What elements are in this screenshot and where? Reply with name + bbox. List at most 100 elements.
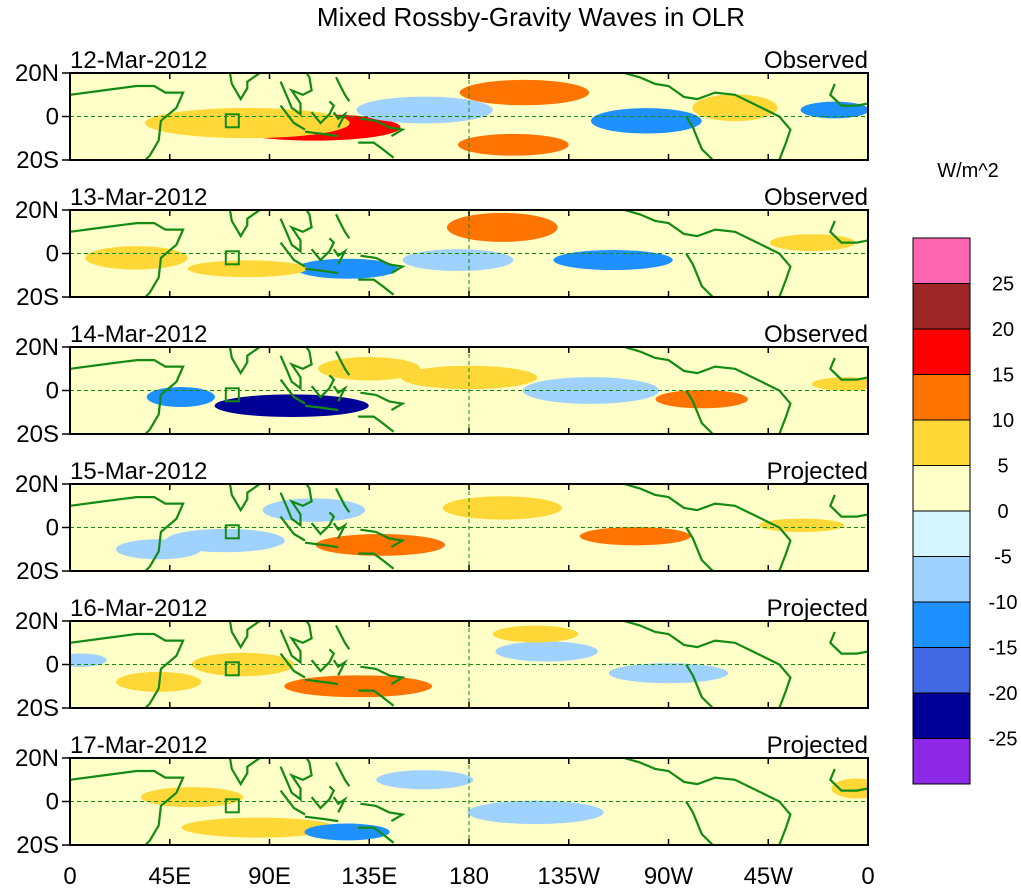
colorbar-label: -25: [989, 729, 1018, 751]
anomaly-contour: [145, 107, 350, 139]
coastline: [685, 115, 714, 160]
coastline: [828, 631, 868, 655]
panel-6: 20N 0 20S 17-Mar-2012 Projected: [15, 732, 869, 859]
y-tick-label: 20S: [16, 558, 59, 585]
coastline: [685, 663, 714, 708]
y-tick-label: 20N: [15, 334, 59, 361]
coastline: [310, 100, 336, 125]
coastlines: [70, 210, 868, 297]
coastline: [685, 526, 714, 571]
x-tick-label: 0: [63, 863, 76, 890]
colorbar-label: 5: [997, 456, 1008, 478]
anomaly-contour: [495, 641, 598, 662]
coastline: [623, 621, 792, 708]
coastline: [332, 111, 348, 128]
coastlines: [70, 484, 868, 571]
coastline: [623, 347, 792, 434]
coastline: [623, 758, 792, 845]
colorbar-swatch: [912, 738, 971, 785]
index-box: [224, 113, 240, 129]
y-tick-label: 0: [46, 789, 59, 816]
x-tick-label: 180: [449, 863, 489, 890]
colorbar-label: -10: [989, 592, 1018, 614]
coastline: [358, 278, 395, 296]
coastline: [70, 84, 185, 160]
anomaly-contour: [553, 250, 673, 271]
coastline: [279, 347, 313, 391]
coastline: [360, 117, 406, 138]
coastline: [335, 487, 351, 513]
anomaly-contour: [769, 234, 856, 252]
chart-title: Mixed Rossby-Gravity Waves in OLR: [317, 2, 745, 32]
anomaly-contour: [315, 534, 446, 556]
coastline: [310, 785, 336, 810]
coastline: [332, 522, 348, 539]
coastlines: [70, 758, 868, 845]
colorbar-swatch: [912, 556, 971, 603]
coastline: [332, 796, 348, 813]
colorbar-swatch: [912, 601, 971, 648]
panel-date: 17-Mar-2012: [70, 732, 207, 759]
coastline: [623, 484, 792, 571]
coastline: [279, 378, 306, 405]
panel-date: 14-Mar-2012: [70, 321, 207, 348]
anomaly-contour: [181, 817, 336, 838]
coastline: [279, 515, 306, 542]
coastline: [279, 104, 306, 131]
coastline: [685, 389, 714, 434]
colorbar-label: -20: [989, 683, 1018, 705]
coastline: [304, 815, 339, 823]
panel-5: 20N 0 20S 16-Mar-2012 Projected: [15, 595, 869, 722]
anomaly-contour: [604, 775, 688, 793]
coastline: [183, 758, 262, 787]
colorbar-swatch: [912, 647, 971, 694]
coastline: [828, 220, 868, 244]
coastline: [335, 624, 351, 650]
coastline: [335, 350, 351, 376]
coastline: [335, 213, 351, 239]
coastline: [279, 758, 313, 802]
coastline: [360, 391, 406, 412]
coastline: [828, 357, 868, 381]
y-tick-label: 0: [46, 515, 59, 542]
coastline: [310, 237, 336, 262]
coastline: [70, 496, 185, 571]
anomaly-contour: [295, 258, 399, 279]
coastline: [335, 761, 351, 787]
anomaly-contour: [70, 653, 107, 667]
y-tick-label: 0: [46, 652, 59, 679]
panel-status: Projected: [767, 595, 868, 622]
coastline: [183, 73, 262, 102]
coastline: [623, 73, 792, 160]
coastline: [310, 374, 336, 399]
coastline: [70, 222, 185, 297]
coastline: [358, 689, 395, 707]
coastline: [183, 347, 262, 376]
index-box: [224, 524, 240, 540]
coastline: [360, 802, 406, 823]
anomaly-contour: [356, 96, 493, 124]
coastline: [70, 359, 185, 434]
anomaly-field: [70, 625, 729, 698]
y-tick-label: 20N: [15, 745, 59, 772]
coastline: [310, 648, 336, 673]
panel-date: 15-Mar-2012: [70, 458, 207, 485]
x-axis: 0 45E 90E 135E 180 135W 90W 45W 0: [63, 863, 874, 890]
colorbar-swatch: [912, 283, 971, 330]
coastline: [358, 826, 395, 844]
coastline: [70, 769, 185, 845]
panel-4: 20N 0 20S 15-Mar-2012 Projected: [15, 458, 869, 585]
x-tick-label: 90W: [644, 863, 694, 890]
anomaly-contour: [402, 249, 514, 271]
anomaly-contour: [85, 246, 188, 270]
panel-date: 12-Mar-2012: [70, 47, 207, 74]
coastline: [304, 130, 339, 138]
panel-date: 16-Mar-2012: [70, 595, 207, 622]
anomaly-contour: [590, 108, 702, 134]
coastline: [304, 541, 339, 549]
y-tick-label: 0: [46, 241, 59, 268]
panel-status: Observed: [764, 47, 868, 74]
coastline: [183, 484, 262, 513]
anomaly-contour: [655, 390, 748, 409]
